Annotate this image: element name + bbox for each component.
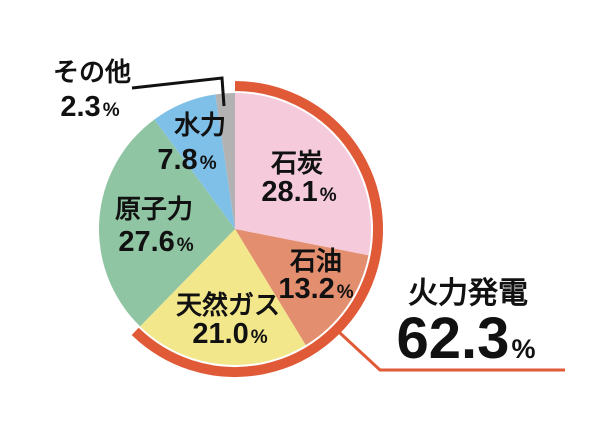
slice-label-thermal: 火力発電 bbox=[408, 277, 528, 310]
pie-slice-other bbox=[215, 93, 235, 229]
slice-label-gas: 天然ガス bbox=[176, 290, 280, 320]
highlight-arc-thermal bbox=[131, 81, 383, 377]
slice-value-thermal: 62.3% bbox=[397, 306, 536, 371]
slice-value-gas: 21.0% bbox=[192, 318, 267, 350]
slice-label-hydro: 水力 bbox=[174, 110, 226, 140]
slice-label-coal: 石炭 bbox=[270, 148, 323, 178]
pie-slice-nuclear bbox=[98, 119, 235, 327]
slice-value-other: 2.3% bbox=[60, 91, 119, 123]
pie-slice-hydro bbox=[154, 94, 235, 229]
slice-label-nuclear: 原子力 bbox=[115, 194, 193, 224]
pie-slice-coal bbox=[235, 93, 372, 256]
pie-slice-gas bbox=[140, 229, 306, 366]
slice-label-other: その他 bbox=[53, 57, 131, 87]
slice-value-oil: 13.2% bbox=[278, 273, 353, 305]
pie-slice-oil bbox=[235, 229, 369, 346]
slice-value-nuclear: 27.6% bbox=[118, 226, 193, 258]
other-leader-line bbox=[131, 76, 226, 107]
thermal-leader-line bbox=[338, 331, 565, 372]
slice-value-hydro: 7.8% bbox=[157, 144, 216, 176]
slice-label-oil: 石油 bbox=[289, 246, 342, 276]
slice-value-coal: 28.1% bbox=[261, 176, 336, 208]
